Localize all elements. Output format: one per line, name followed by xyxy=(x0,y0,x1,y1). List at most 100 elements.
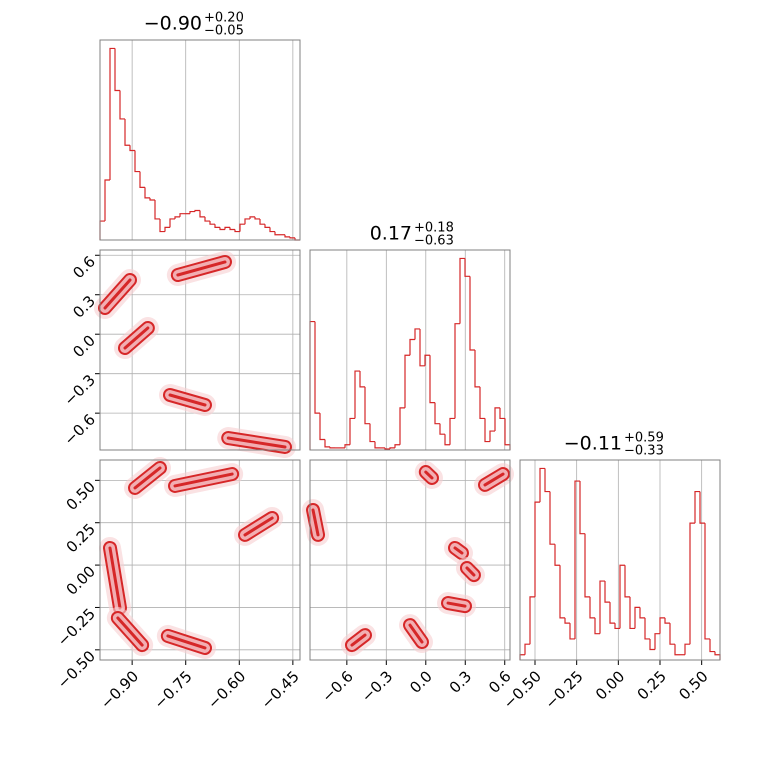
histogram-bin xyxy=(109,47,115,180)
histogram-bin xyxy=(429,355,435,404)
histogram-bin xyxy=(579,481,585,535)
histogram-bin xyxy=(194,209,200,212)
histogram-bin xyxy=(364,386,370,425)
histogram-bin xyxy=(309,320,315,450)
histogram-bin xyxy=(369,423,375,443)
histogram-bin xyxy=(259,218,265,225)
contour-core xyxy=(166,634,207,650)
contour-core xyxy=(116,616,144,647)
histogram-bin xyxy=(599,580,605,634)
histogram-bin xyxy=(694,490,700,524)
histogram-bin xyxy=(229,227,235,231)
histogram-bin xyxy=(594,617,600,635)
histogram-bin xyxy=(329,446,335,449)
contour-core xyxy=(465,566,476,577)
histogram-bin xyxy=(674,644,680,656)
x-tick-label: 0.0 xyxy=(406,667,436,697)
histogram-bin xyxy=(314,321,320,414)
histogram-bin xyxy=(484,418,490,443)
histogram-bin xyxy=(664,617,670,624)
histogram-bin xyxy=(209,221,215,225)
histogram-bin xyxy=(409,338,415,356)
histogram-bin xyxy=(204,216,210,222)
title-lower: −0.33 xyxy=(624,444,664,459)
x-tick-label: −0.25 xyxy=(541,667,586,712)
x-tick-label: −0.75 xyxy=(150,667,195,712)
panel-frame xyxy=(99,249,301,451)
histogram-bin xyxy=(139,171,145,188)
panel-title: −0.11 xyxy=(564,433,622,455)
y-tick-label: 0.50 xyxy=(63,478,99,514)
histogram-bin xyxy=(709,638,715,653)
y-tick-label: 0.00 xyxy=(63,562,99,598)
panel-frame xyxy=(519,459,721,661)
x-tick-label: 0.3 xyxy=(446,667,476,697)
y-tick-label: −0.25 xyxy=(54,605,99,650)
histogram-bin xyxy=(199,210,205,218)
histogram-bin xyxy=(359,371,365,388)
contour-core xyxy=(123,326,150,350)
histogram-bin xyxy=(444,434,450,446)
histogram-bin xyxy=(244,218,250,225)
histogram-bin xyxy=(559,565,565,619)
histogram-bin xyxy=(234,229,240,233)
y-tick-label: 0.0 xyxy=(69,331,99,361)
contour-core xyxy=(408,623,424,644)
histogram-bin xyxy=(494,407,500,432)
x-tick-label: −0.45 xyxy=(258,667,303,712)
title-upper: +0.59 xyxy=(624,431,664,446)
x-tick-label: 0.25 xyxy=(634,667,670,703)
histogram-bin xyxy=(104,179,110,222)
contour-core xyxy=(108,546,122,610)
histogram-bin xyxy=(584,533,590,598)
histogram-bin xyxy=(639,607,645,619)
histogram-bin xyxy=(589,596,595,619)
histogram-bin xyxy=(519,654,525,660)
histogram-bin xyxy=(439,423,445,435)
panel-frame xyxy=(309,249,511,451)
histogram-bin xyxy=(149,197,155,201)
histogram-bin xyxy=(644,617,650,640)
histogram-bin xyxy=(99,220,105,240)
histogram-bin xyxy=(394,444,400,448)
contour-core xyxy=(176,260,227,277)
histogram-bin xyxy=(164,226,170,232)
histogram-bin xyxy=(549,491,555,545)
x-tick-label: 0.50 xyxy=(675,667,711,703)
histogram-bin xyxy=(544,468,550,493)
histogram-bin xyxy=(404,354,410,408)
contour-core xyxy=(311,508,320,537)
title-upper: +0.18 xyxy=(414,221,454,236)
histogram-bin xyxy=(629,596,635,630)
histogram-bin xyxy=(384,447,390,450)
histogram-bin xyxy=(414,328,420,340)
histogram-bin xyxy=(649,638,655,651)
histogram-bin xyxy=(504,418,511,450)
histogram-bin xyxy=(449,417,455,445)
histogram-bin xyxy=(284,234,290,238)
contour-core xyxy=(226,436,287,449)
histogram-bin xyxy=(604,581,610,603)
histogram-bin xyxy=(114,48,120,92)
title-upper: +0.20 xyxy=(204,11,244,26)
y-tick-label: −0.3 xyxy=(61,371,99,409)
histogram-bin xyxy=(609,602,615,624)
histogram-bin xyxy=(144,187,150,199)
y-tick-label: −0.50 xyxy=(54,647,99,692)
panel-frame xyxy=(99,39,301,241)
x-tick-label: −0.3 xyxy=(358,667,396,705)
histogram-bin xyxy=(289,236,295,239)
histogram-bin xyxy=(154,200,160,220)
histogram-bin xyxy=(574,480,580,639)
histogram-bin xyxy=(349,417,355,445)
histogram-bin xyxy=(319,413,325,441)
histogram-bin xyxy=(269,227,275,233)
x-tick-label: −0.6 xyxy=(318,667,356,705)
contour-core xyxy=(133,466,162,490)
histogram-bin xyxy=(489,430,495,442)
histogram-bin xyxy=(419,328,425,367)
panel-frame xyxy=(99,459,301,661)
contour-core xyxy=(446,601,467,608)
y-tick-label: 0.6 xyxy=(69,253,99,283)
histogram-bin xyxy=(224,226,230,230)
